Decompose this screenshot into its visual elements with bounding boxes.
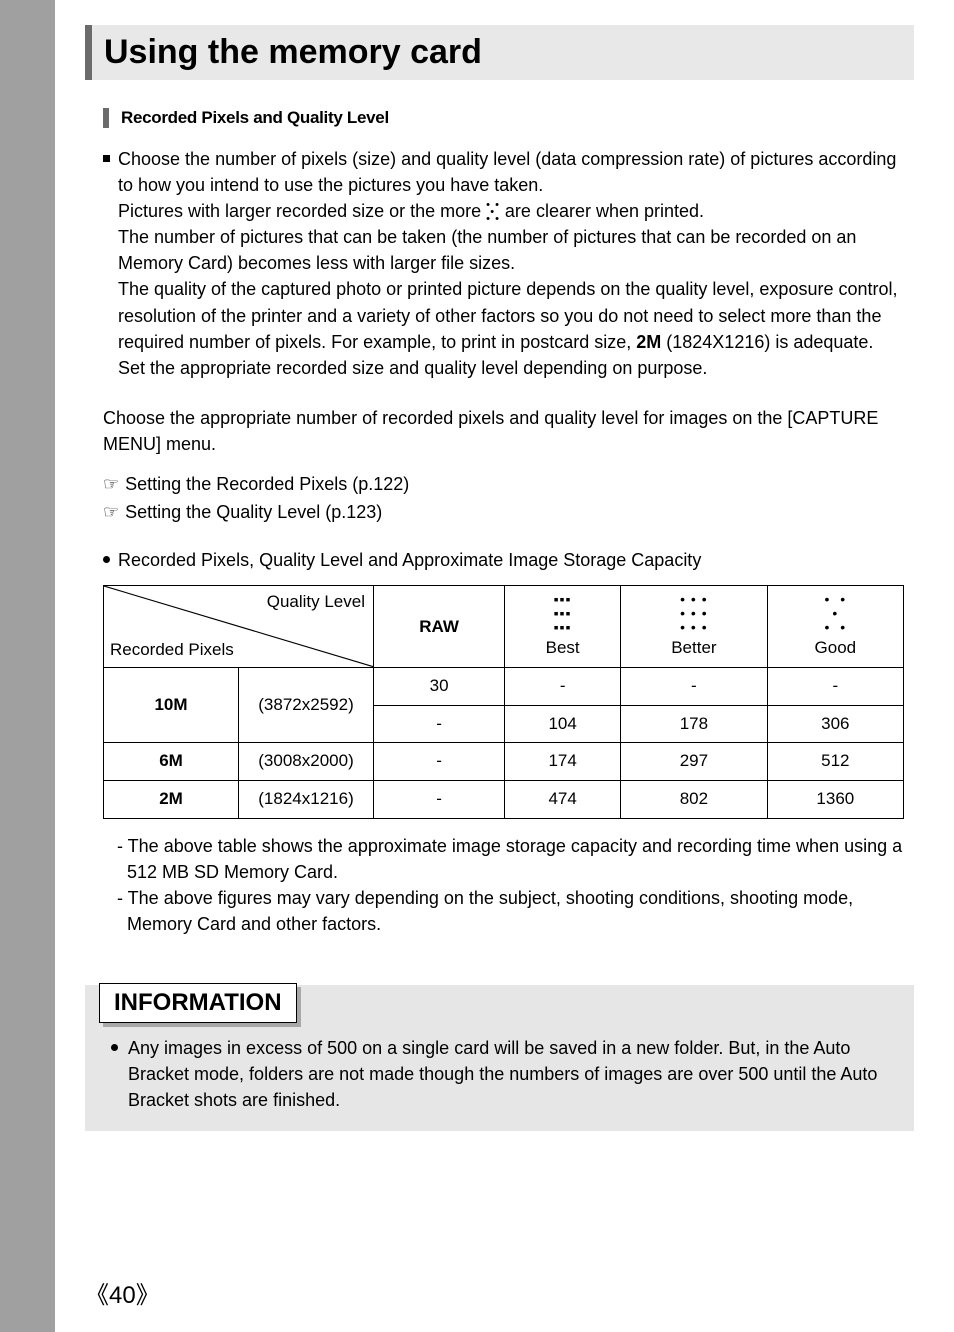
col-raw: RAW (374, 586, 505, 668)
page-title-bar: Using the memory card (85, 25, 914, 80)
cell: 802 (621, 780, 768, 818)
pointer-icon: ☞ (103, 471, 119, 497)
info-bullet-text: Any images in excess of 500 on a single … (128, 1035, 896, 1113)
para2-text: Choose the appropriate number of recorde… (103, 408, 878, 454)
cell: - (621, 667, 768, 705)
dim-2m: (1824x1216) (239, 780, 374, 818)
para1-sentence4b: (1824X1216) is adequate. (661, 332, 873, 352)
cell: - (374, 743, 505, 781)
cell: 297 (621, 743, 768, 781)
stars-icon: • • • • • (486, 202, 500, 223)
body-paragraph-1: Choose the number of pixels (size) and q… (103, 146, 904, 381)
para1-sentence3: The number of pictures that can be taken… (118, 227, 856, 273)
best-icon: ▪▪▪▪▪▪▪▪▪ (509, 592, 616, 634)
cell: 174 (505, 743, 621, 781)
col-best-label: Best (509, 636, 616, 661)
col-better-label: Better (625, 636, 763, 661)
info-body: Any images in excess of 500 on a single … (99, 1035, 900, 1113)
table-row: 2M (1824x1216) - 474 802 1360 (104, 780, 904, 818)
cell: 104 (505, 705, 621, 743)
page-title: Using the memory card (104, 33, 914, 72)
table-row: 10M (3872x2592) 30 - - - (104, 667, 904, 705)
ref1-text: Setting the Recorded Pixels (p.122) (125, 471, 409, 497)
dim-10m: (3872x2592) (239, 667, 374, 742)
info-heading-wrap: INFORMATION (99, 983, 297, 1023)
size-6m: 6M (104, 743, 239, 781)
better-icon: • • •• • •• • • (625, 592, 763, 634)
cell: 178 (621, 705, 768, 743)
good-icon: • • • • • (772, 592, 899, 634)
cell: - (505, 667, 621, 705)
manual-page: Using the memory card Recorded Pixels an… (55, 0, 954, 1332)
bold-2m: 2M (636, 332, 661, 352)
cell: 512 (767, 743, 903, 781)
para1-sentence1: Choose the number of pixels (size) and q… (118, 149, 896, 195)
table-section: Recorded Pixels, Quality Level and Appro… (103, 547, 904, 818)
col-raw-label: RAW (378, 615, 500, 640)
capacity-table: Quality Level Recorded Pixels RAW ▪▪▪▪▪▪… (103, 585, 904, 818)
cross-references: ☞ Setting the Recorded Pixels (p.122) ☞ … (103, 471, 904, 525)
cell: 1360 (767, 780, 903, 818)
dot-bullet-icon (103, 556, 110, 563)
info-heading: INFORMATION (99, 983, 297, 1023)
note1: - The above table shows the approximate … (127, 833, 904, 885)
cell: - (374, 780, 505, 818)
col-good-label: Good (772, 636, 899, 661)
para1-sentence2a: Pictures with larger recorded size or th… (118, 201, 486, 221)
pointer-icon: ☞ (103, 499, 119, 525)
bullet-text: Choose the number of pixels (size) and q… (118, 146, 904, 381)
cell: 30 (374, 667, 505, 705)
table-notes: - The above table shows the approximate … (117, 833, 904, 937)
square-bullet-icon (103, 155, 110, 162)
col-good: • • • • • Good (767, 586, 903, 668)
body-paragraph-2: Choose the appropriate number of recorde… (103, 405, 904, 457)
table-header-row: Quality Level Recorded Pixels RAW ▪▪▪▪▪▪… (104, 586, 904, 668)
cell: 306 (767, 705, 903, 743)
col-better: • • •• • •• • • Better (621, 586, 768, 668)
col-best: ▪▪▪▪▪▪▪▪▪ Best (505, 586, 621, 668)
table-caption: Recorded Pixels, Quality Level and Appro… (118, 547, 701, 573)
table-row: 6M (3008x2000) - 174 297 512 (104, 743, 904, 781)
para1-sentence2b: are clearer when printed. (500, 201, 704, 221)
diag-top-label: Quality Level (267, 590, 365, 615)
note2: - The above figures may vary depending o… (127, 885, 904, 937)
cell: - (374, 705, 505, 743)
cell: - (767, 667, 903, 705)
dim-6m: (3008x2000) (239, 743, 374, 781)
information-box: INFORMATION Any images in excess of 500 … (85, 985, 914, 1131)
para1-sentence5: Set the appropriate recorded size and qu… (118, 358, 707, 378)
ref2-text: Setting the Quality Level (p.123) (125, 499, 382, 525)
size-10m: 10M (104, 667, 239, 742)
dot-bullet-icon (111, 1044, 118, 1051)
diag-bottom-label: Recorded Pixels (110, 638, 234, 663)
diagonal-header-cell: Quality Level Recorded Pixels (104, 586, 374, 668)
page-number: 《40》 (85, 1275, 160, 1310)
section-subheading: Recorded Pixels and Quality Level (103, 108, 914, 128)
size-2m: 2M (104, 780, 239, 818)
cell: 474 (505, 780, 621, 818)
subheading-text: Recorded Pixels and Quality Level (121, 108, 914, 128)
